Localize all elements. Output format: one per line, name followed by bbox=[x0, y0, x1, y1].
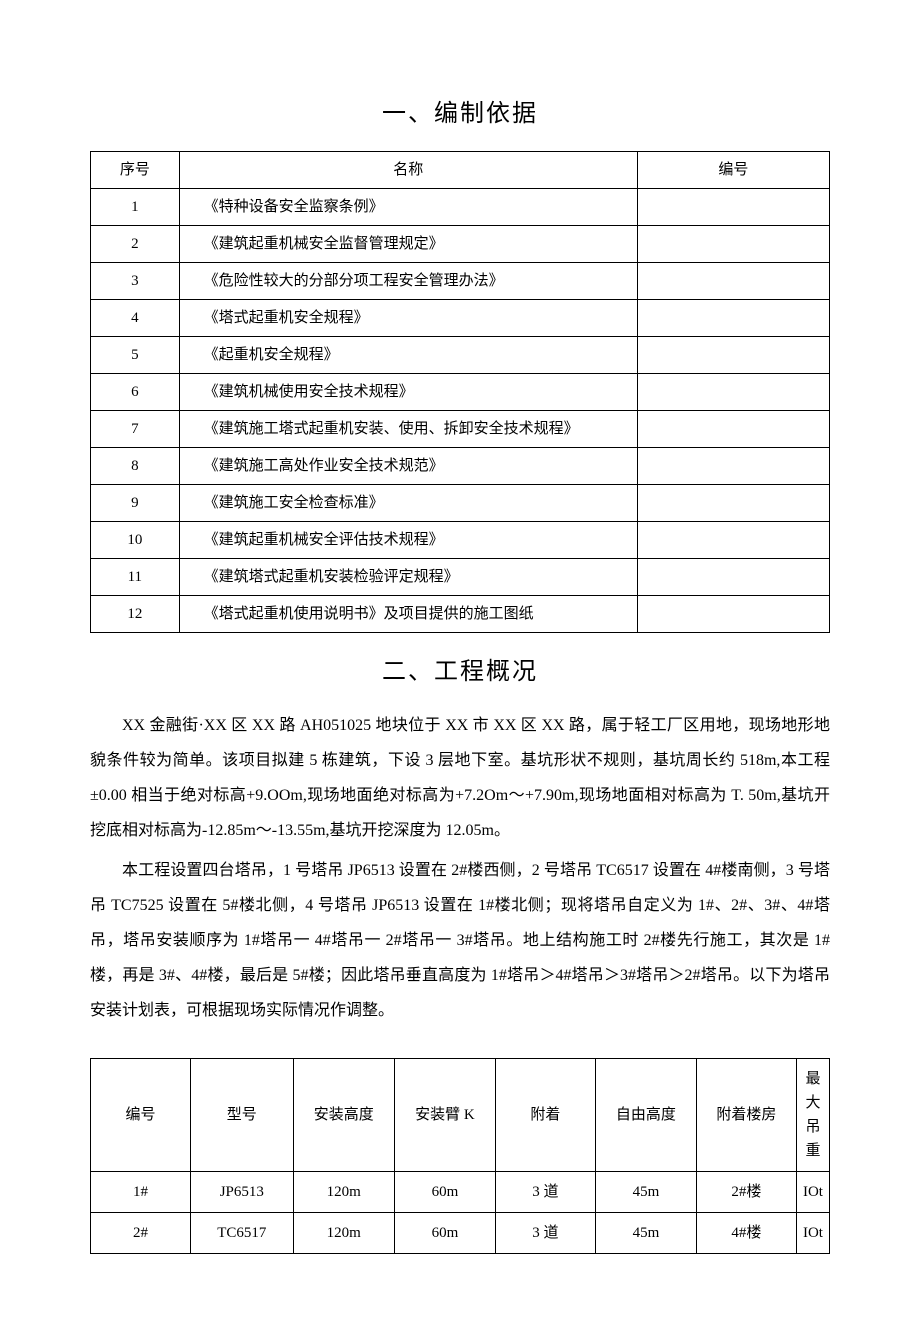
basis-cell-num bbox=[637, 448, 829, 485]
crane-col-header: 型号 bbox=[191, 1059, 293, 1172]
basis-cell-seq: 2 bbox=[91, 226, 180, 263]
crane-col-header: 安装臂 K bbox=[394, 1059, 495, 1172]
crane-cell: 45m bbox=[595, 1213, 696, 1254]
basis-cell-name: 《塔式起重机使用说明书》及项目提供的施工图纸 bbox=[179, 596, 637, 633]
section1-title: 一、编制依据 bbox=[90, 95, 830, 133]
crane-table-header-row: 编号型号安装高度安装臂 K附着自由高度附着楼房最大吊重 bbox=[91, 1059, 830, 1172]
table-row: 1《特种设备安全监察条例》 bbox=[91, 189, 830, 226]
table-row: 2《建筑起重机械安全监督管理规定》 bbox=[91, 226, 830, 263]
basis-cell-num bbox=[637, 263, 829, 300]
paragraph: 本工程设置四台塔吊，1 号塔吊 JP6513 设置在 2#楼西侧，2 号塔吊 T… bbox=[90, 853, 830, 1029]
table-row: 5《起重机安全规程》 bbox=[91, 337, 830, 374]
table-row: 6《建筑机械使用安全技术规程》 bbox=[91, 374, 830, 411]
basis-cell-name: 《建筑施工塔式起重机安装、使用、拆卸安全技术规程》 bbox=[179, 411, 637, 448]
crane-cell: 2# bbox=[91, 1213, 191, 1254]
basis-cell-name: 《建筑机械使用安全技术规程》 bbox=[179, 374, 637, 411]
table-row: 9《建筑施工安全检查标准》 bbox=[91, 485, 830, 522]
basis-cell-seq: 12 bbox=[91, 596, 180, 633]
table-row: 1#JP6513120m60m3 道45m2#楼IOt bbox=[91, 1172, 830, 1213]
basis-cell-num bbox=[637, 559, 829, 596]
crane-cell: 60m bbox=[394, 1172, 495, 1213]
crane-cell: 45m bbox=[595, 1172, 696, 1213]
table-row: 12《塔式起重机使用说明书》及项目提供的施工图纸 bbox=[91, 596, 830, 633]
crane-cell: JP6513 bbox=[191, 1172, 293, 1213]
basis-cell-seq: 8 bbox=[91, 448, 180, 485]
crane-col-header: 附着楼房 bbox=[696, 1059, 796, 1172]
crane-col-header: 自由高度 bbox=[595, 1059, 696, 1172]
table-row: 2#TC6517120m60m3 道45m4#楼IOt bbox=[91, 1213, 830, 1254]
basis-cell-num bbox=[637, 485, 829, 522]
table-row: 3《危险性较大的分部分项工程安全管理办法》 bbox=[91, 263, 830, 300]
basis-cell-num bbox=[637, 374, 829, 411]
basis-cell-name: 《建筑施工安全检查标准》 bbox=[179, 485, 637, 522]
basis-col-num: 编号 bbox=[637, 152, 829, 189]
crane-col-header: 编号 bbox=[91, 1059, 191, 1172]
crane-table: 编号型号安装高度安装臂 K附着自由高度附着楼房最大吊重 1#JP6513120m… bbox=[90, 1058, 830, 1254]
basis-cell-seq: 9 bbox=[91, 485, 180, 522]
basis-cell-seq: 7 bbox=[91, 411, 180, 448]
table-row: 11《建筑塔式起重机安装检验评定规程》 bbox=[91, 559, 830, 596]
table-row: 8《建筑施工高处作业安全技术规范》 bbox=[91, 448, 830, 485]
basis-cell-seq: 6 bbox=[91, 374, 180, 411]
basis-cell-num bbox=[637, 411, 829, 448]
basis-cell-seq: 1 bbox=[91, 189, 180, 226]
basis-cell-name: 《建筑塔式起重机安装检验评定规程》 bbox=[179, 559, 637, 596]
crane-cell: 3 道 bbox=[495, 1213, 595, 1254]
basis-cell-name: 《危险性较大的分部分项工程安全管理办法》 bbox=[179, 263, 637, 300]
basis-cell-name: 《起重机安全规程》 bbox=[179, 337, 637, 374]
crane-col-header: 最大吊重 bbox=[796, 1059, 829, 1172]
section2-title: 二、工程概况 bbox=[90, 653, 830, 691]
basis-table-header-row: 序号 名称 编号 bbox=[91, 152, 830, 189]
basis-cell-name: 《建筑施工高处作业安全技术规范》 bbox=[179, 448, 637, 485]
crane-cell: 1# bbox=[91, 1172, 191, 1213]
basis-cell-num bbox=[637, 189, 829, 226]
basis-cell-name: 《塔式起重机安全规程》 bbox=[179, 300, 637, 337]
basis-cell-seq: 3 bbox=[91, 263, 180, 300]
crane-cell: 120m bbox=[293, 1213, 394, 1254]
basis-cell-num bbox=[637, 337, 829, 374]
basis-cell-seq: 4 bbox=[91, 300, 180, 337]
basis-cell-name: 《特种设备安全监察条例》 bbox=[179, 189, 637, 226]
crane-cell: 4#楼 bbox=[696, 1213, 796, 1254]
basis-cell-seq: 11 bbox=[91, 559, 180, 596]
basis-cell-num bbox=[637, 596, 829, 633]
crane-cell: 3 道 bbox=[495, 1172, 595, 1213]
crane-cell: IOt bbox=[796, 1172, 829, 1213]
basis-cell-name: 《建筑起重机械安全监督管理规定》 bbox=[179, 226, 637, 263]
crane-cell: TC6517 bbox=[191, 1213, 293, 1254]
table-row: 10《建筑起重机械安全评估技术规程》 bbox=[91, 522, 830, 559]
table-row: 7《建筑施工塔式起重机安装、使用、拆卸安全技术规程》 bbox=[91, 411, 830, 448]
crane-cell: 2#楼 bbox=[696, 1172, 796, 1213]
crane-col-header: 附着 bbox=[495, 1059, 595, 1172]
crane-cell: IOt bbox=[796, 1213, 829, 1254]
basis-col-name: 名称 bbox=[179, 152, 637, 189]
crane-col-header: 安装高度 bbox=[293, 1059, 394, 1172]
crane-cell: 60m bbox=[394, 1213, 495, 1254]
basis-cell-name: 《建筑起重机械安全评估技术规程》 bbox=[179, 522, 637, 559]
crane-cell: 120m bbox=[293, 1172, 394, 1213]
basis-cell-num bbox=[637, 522, 829, 559]
table-row: 4《塔式起重机安全规程》 bbox=[91, 300, 830, 337]
basis-cell-num bbox=[637, 300, 829, 337]
basis-col-seq: 序号 bbox=[91, 152, 180, 189]
paragraph: XX 金融街·XX 区 XX 路 AH051025 地块位于 XX 市 XX 区… bbox=[90, 708, 830, 849]
basis-cell-seq: 10 bbox=[91, 522, 180, 559]
basis-table: 序号 名称 编号 1《特种设备安全监察条例》2《建筑起重机械安全监督管理规定》3… bbox=[90, 151, 830, 633]
basis-cell-num bbox=[637, 226, 829, 263]
basis-cell-seq: 5 bbox=[91, 337, 180, 374]
